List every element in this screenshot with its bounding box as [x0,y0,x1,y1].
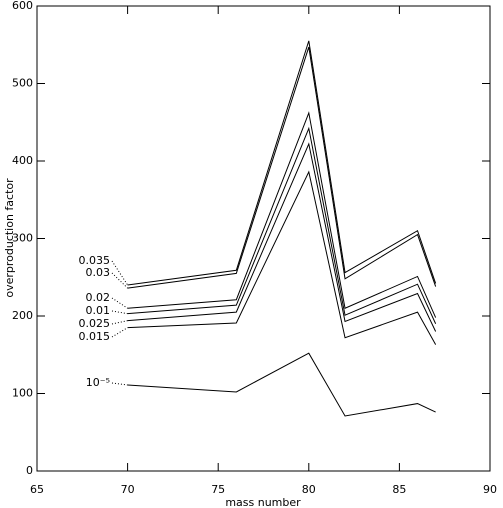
series-label: 0.015 [79,330,111,343]
series-line [127,46,437,289]
series-line [127,142,437,332]
series-line [127,170,437,345]
series-label: 0.035 [79,254,111,267]
y-tick-label: 200 [12,309,33,322]
label-leader [111,260,129,286]
label-leader [111,320,128,325]
series-line [127,111,437,318]
x-tick-label: 75 [211,483,225,496]
series-label: 0.02 [86,291,111,304]
label-leader [111,310,128,315]
series-label: 10⁻⁵ [86,376,110,389]
series-label: 0.025 [79,317,111,330]
label-leader [111,382,128,386]
y-tick-label: 0 [26,464,33,477]
label-leader [111,272,128,289]
x-tick-label: 85 [392,483,406,496]
label-leader [111,297,128,309]
series-line [127,352,436,417]
y-tick-label: 400 [12,154,33,167]
x-tick-label: 80 [302,483,316,496]
y-tick-label: 500 [12,77,33,90]
label-leader [111,327,128,338]
y-tick-label: 300 [12,232,33,245]
x-tick-label: 65 [30,483,44,496]
series-label: 0.03 [86,266,111,279]
y-tick-label: 100 [12,387,33,400]
series-label: 0.01 [86,304,111,317]
x-axis-label: mass number [225,496,301,508]
x-tick-label: 70 [121,483,135,496]
y-tick-label: 600 [12,0,33,12]
x-tick-label: 90 [483,483,497,496]
y-axis-label: overproduction factor [3,178,16,298]
series-line [127,126,437,324]
series-line [127,40,437,286]
